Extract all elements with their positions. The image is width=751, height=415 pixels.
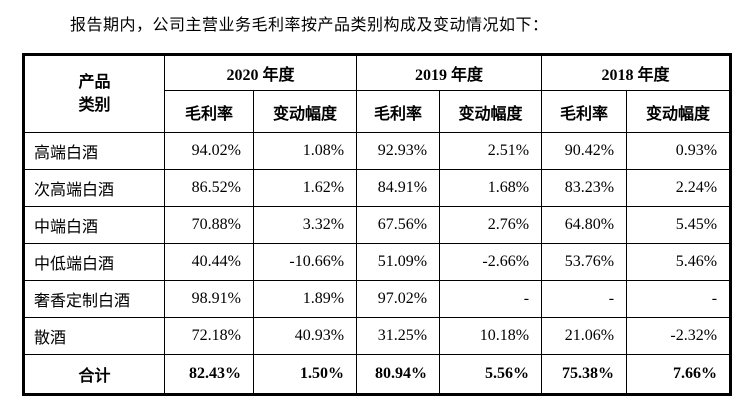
change-2020-cell: -10.66%	[252, 243, 358, 281]
gross-margin-2019-cell: 67.56%	[356, 206, 441, 244]
table-row: 中端白酒 70.88% 3.32% 67.56% 2.76% 64.80% 5.…	[23, 206, 732, 244]
table-row: 中低端白酒 40.44% -10.66% 51.09% -2.66% 53.76…	[23, 243, 732, 281]
gross-margin-2019-cell: 31.25%	[356, 317, 441, 355]
change-2020-cell: 1.89%	[252, 280, 358, 318]
header-gross-margin-2019: 毛利率	[356, 90, 441, 133]
header-product-category: 产品 类别	[23, 54, 165, 133]
change-2019-total-cell: 5.56%	[439, 354, 543, 395]
gross-margin-2020-cell: 70.88%	[164, 206, 254, 244]
total-label-cell: 合计	[23, 354, 165, 395]
change-2019-cell: 10.18%	[439, 317, 543, 355]
table-total-row: 合计 82.43% 1.50% 80.94% 5.56% 75.38% 7.66…	[23, 354, 732, 395]
table-row: 散酒 72.18% 40.93% 31.25% 10.18% 21.06% -2…	[23, 317, 732, 355]
gross-margin-2018-cell: 21.06%	[541, 317, 628, 355]
gross-margin-2020-cell: 94.02%	[164, 132, 254, 170]
product-category-cell: 奢香定制白酒	[23, 280, 165, 318]
product-category-cell: 中端白酒	[23, 206, 165, 244]
change-2019-cell: 1.68%	[439, 169, 543, 207]
header-gross-margin-2018: 毛利率	[541, 90, 628, 133]
change-2019-cell: -	[439, 280, 543, 318]
gross-margin-2018-total-cell: 75.38%	[541, 354, 628, 395]
change-2020-total-cell: 1.50%	[252, 354, 358, 395]
header-gross-margin-2020: 毛利率	[164, 90, 254, 133]
product-category-cell: 次高端白酒	[23, 169, 165, 207]
header-year-row: 产品 类别 2020 年度 2019 年度 2018 年度	[23, 54, 732, 133]
header-sub-row: 毛利率 变动幅度 毛利率 变动幅度 毛利率 变动幅度	[24, 90, 732, 133]
gross-margin-2020-cell: 72.18%	[164, 317, 254, 355]
gross-margin-2020-cell: 86.52%	[164, 169, 254, 207]
header-year-2019: 2019 年度	[356, 54, 543, 91]
gross-margin-2018-cell: -	[541, 280, 628, 318]
gross-margin-by-product-table: 产品 类别 2020 年度 2019 年度 2018 年度 毛利率 变动幅度 毛…	[22, 53, 733, 396]
gross-margin-2020-total-cell: 82.43%	[164, 354, 254, 395]
gross-margin-2019-total-cell: 80.94%	[356, 354, 441, 395]
header-product-category-line1: 产品	[78, 73, 111, 91]
gross-margin-2019-cell: 51.09%	[356, 243, 441, 281]
intro-text: 报告期内，公司主营业务毛利率按产品类别构成及变动情况如下：	[70, 17, 549, 34]
change-2018-cell: -	[626, 280, 732, 318]
change-2019-cell: 2.76%	[439, 206, 543, 244]
gross-margin-2019-cell: 97.02%	[356, 280, 441, 318]
gross-margin-2019-cell: 84.91%	[356, 169, 441, 207]
gross-margin-2019-cell: 92.93%	[356, 132, 441, 170]
change-2018-cell: -2.32%	[626, 317, 732, 355]
change-2020-cell: 40.93%	[252, 317, 358, 355]
change-2018-cell: 5.46%	[626, 243, 732, 281]
header-year-2020: 2020 年度	[163, 54, 358, 91]
gross-margin-2018-cell: 64.80%	[541, 206, 628, 244]
change-2019-cell: 2.51%	[439, 132, 543, 170]
gross-margin-2020-cell: 98.91%	[164, 280, 254, 318]
header-product-category-line2: 类别	[78, 97, 111, 114]
change-2020-cell: 1.08%	[252, 132, 358, 170]
gross-margin-2018-cell: 53.76%	[541, 243, 628, 281]
change-2020-cell: 1.62%	[252, 169, 358, 207]
header-change-2019: 变动幅度	[439, 90, 543, 133]
gross-margin-2018-cell: 83.23%	[541, 169, 628, 207]
change-2018-cell: 2.24%	[626, 169, 732, 207]
header-change-2020: 变动幅度	[252, 90, 358, 133]
gross-margin-2020-cell: 40.44%	[164, 243, 254, 281]
change-2018-cell: 5.45%	[626, 206, 732, 244]
change-2020-cell: 3.32%	[252, 206, 358, 244]
table-row: 次高端白酒 86.52% 1.62% 84.91% 1.68% 83.23% 2…	[23, 169, 732, 207]
change-2018-total-cell: 7.66%	[626, 354, 732, 395]
gross-margin-2018-cell: 90.42%	[541, 132, 628, 170]
table-row: 奢香定制白酒 98.91% 1.89% 97.02% - - -	[23, 280, 732, 318]
product-category-cell: 散酒	[23, 317, 165, 355]
change-2019-cell: -2.66%	[439, 243, 543, 281]
product-category-cell: 高端白酒	[23, 132, 165, 170]
product-category-cell: 中低端白酒	[23, 243, 165, 281]
header-year-2018: 2018 年度	[541, 54, 732, 91]
change-2018-cell: 0.93%	[626, 132, 732, 170]
header-change-2018: 变动幅度	[626, 90, 732, 133]
table-row: 高端白酒 94.02% 1.08% 92.93% 2.51% 90.42% 0.…	[23, 132, 732, 170]
